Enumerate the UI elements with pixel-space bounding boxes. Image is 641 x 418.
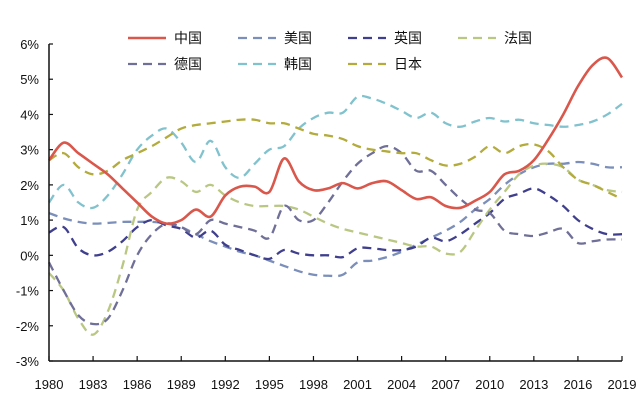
series-line-2 (48, 187, 623, 261)
x-tick-label: 2013 (519, 377, 548, 392)
legend-item-4: 德国 (128, 56, 202, 72)
x-tick-label: 2019 (608, 377, 637, 392)
y-tick-label: 5% (20, 72, 39, 87)
legend-item-1: 美国 (238, 30, 312, 46)
y-tick-label: 0% (20, 248, 39, 263)
legend-label: 韩国 (284, 56, 312, 72)
series-line-6 (48, 118, 623, 201)
legend-label: 中国 (174, 30, 202, 46)
y-tick-label: -2% (16, 319, 40, 334)
y-tick-label: 6% (20, 37, 39, 52)
x-tick-label: 1980 (35, 377, 64, 392)
x-tick-label: 1992 (211, 377, 240, 392)
x-tick-label: 1995 (255, 377, 284, 392)
x-tick-label: 1986 (123, 377, 152, 392)
y-tick-label: 4% (20, 107, 39, 122)
legend-label: 法国 (504, 30, 532, 46)
y-tick-label: 3% (20, 143, 39, 158)
axes: 6% 5% 4% 3% 2% 1% 0% -1% -2% -3% 1980 1983 1986 1989 1… (16, 37, 637, 392)
legend-item-3: 法国 (458, 30, 532, 46)
x-tick-label: 2004 (387, 377, 416, 392)
legend-label: 英国 (394, 30, 422, 46)
x-tick-label: 2016 (563, 377, 592, 392)
y-tick-label: 2% (20, 178, 39, 193)
legend-label: 德国 (174, 56, 202, 72)
y-tick-label: -3% (16, 354, 40, 369)
legend-item-6: 日本 (348, 56, 422, 72)
y-tick-label: -1% (16, 284, 40, 299)
legend-item-0: 中国 (128, 30, 202, 46)
x-tick-label: 1983 (79, 377, 108, 392)
x-tick-label: 2001 (343, 377, 372, 392)
legend-item-5: 韩国 (238, 56, 312, 72)
legend-label: 日本 (394, 56, 422, 72)
legend-label: 美国 (284, 30, 312, 46)
series-line-4 (47, 144, 623, 326)
series-line-0 (47, 56, 624, 226)
series-layer (47, 56, 624, 336)
series-line-5 (48, 94, 623, 210)
x-tick-label: 2007 (431, 377, 460, 392)
y-tick-label: 1% (20, 213, 39, 228)
x-tick-label: 1989 (167, 377, 196, 392)
series-line-3 (48, 162, 623, 336)
x-tick-label: 2010 (475, 377, 504, 392)
legend-item-2: 英国 (348, 30, 422, 46)
x-tick-label: 1998 (299, 377, 328, 392)
